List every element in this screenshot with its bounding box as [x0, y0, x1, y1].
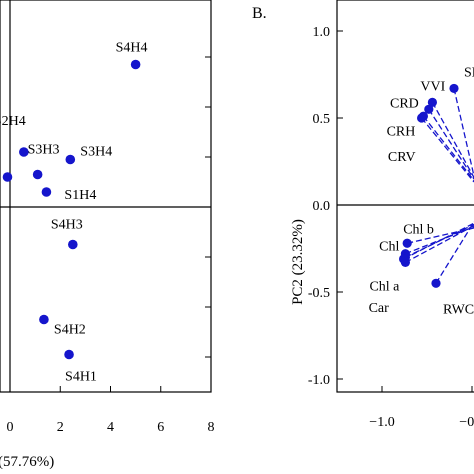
panel-a: 0 2 4 6 8 S4H4 S2H4S3H3 S3H4 S1H4 S4H3 S4H2 S4H1 (…	[0, 0, 215, 470]
panel-b-ytick-label: 0.0	[313, 199, 331, 214]
panel-b-point	[424, 104, 434, 114]
panel-a-xticks: 0 2 4 6 8	[7, 386, 215, 435]
panel-b-ytick-label: -0.5	[308, 286, 330, 301]
panel-a-point	[65, 154, 76, 165]
panel-a-point	[2, 172, 13, 182]
panel-b-point	[427, 97, 437, 107]
panel-a-xtick-label: 4	[107, 420, 114, 435]
panel-b-point	[402, 238, 412, 248]
panel-a-yticks	[205, 56, 211, 358]
panel-b-xtick-label: −1.0	[369, 415, 394, 430]
panel-b-loading-line	[453, 88, 474, 177]
panel-a-point	[130, 59, 141, 70]
panel-a-point	[68, 239, 78, 250]
panel-b-loading-line	[403, 222, 474, 260]
panel-b-point-label: CRH	[387, 124, 416, 139]
panel-b-y-axis-label: PC2 (23.32%)	[290, 219, 306, 305]
panel-b-ytick-label: -1.0	[308, 373, 330, 388]
panel-a-point	[39, 314, 49, 325]
panel-b-loading-line	[422, 115, 474, 181]
panel-a-xtick-label: 6	[157, 420, 164, 435]
panel-a-xtick-label: 8	[208, 420, 215, 435]
panel-b-point-label: Chl b	[403, 222, 434, 237]
panel-a-xtick-label: 0	[7, 420, 14, 435]
panel-b-loading-line	[431, 102, 474, 178]
panel-a-point	[32, 169, 43, 180]
panel-b-loading-line	[405, 225, 474, 263]
panel-b-point-label: SD	[464, 65, 474, 80]
panel-a-xtick-label: 2	[57, 420, 64, 435]
panel-a-points: S4H4 S2H4S3H3 S3H4 S1H4 S4H3 S4H2 S4H1	[0, 41, 148, 385]
panel-b-loading-line	[428, 108, 474, 180]
panel-a-point	[41, 187, 52, 197]
panel-a-point-label: S2H4	[0, 114, 26, 129]
panel-a-point	[19, 147, 29, 157]
panel-b-ytick-label: 1.0	[313, 25, 331, 40]
panel-a-point-label: S3H4	[80, 145, 112, 160]
panel-b-xticks: −1.0 −0.5	[369, 386, 474, 430]
panel-a-point-label: S4H4	[116, 41, 148, 56]
panel-b-point-label: RWC	[443, 302, 474, 317]
panel-b-ytick-label: 0.5	[313, 112, 331, 127]
panel-b-point	[449, 83, 459, 94]
panel-a-point-label: S4H1	[65, 370, 97, 385]
panel-b-point-label: Car	[369, 301, 390, 316]
panel-b-label: B.	[252, 5, 267, 22]
panel-b-loading-line	[435, 221, 474, 284]
panel-b-point-label: CRV	[388, 150, 416, 165]
panel-a-x-axis-label: (57.76%)	[0, 454, 54, 470]
panel-a-point-label: S1H4	[64, 188, 96, 203]
panel-b-frame	[336, 0, 474, 393]
panel-b-xtick-label: −0.5	[459, 415, 474, 430]
panel-b-loading-line	[421, 117, 474, 183]
panel-b-point-label: VVI	[420, 79, 445, 94]
panel-a-point-label: S4H2	[54, 323, 86, 338]
panel-b-loading-lines	[403, 88, 474, 284]
panel-a-point	[64, 349, 74, 360]
panel-b-point	[399, 254, 409, 264]
panel-b-point-label: CRD	[390, 96, 419, 111]
panel-b-point-label: Chl a	[369, 279, 400, 294]
panel-b-point-label: Chl	[379, 240, 399, 255]
panel-b-point	[431, 278, 441, 288]
panel-b-yticks: 1.0 0.5 0.0 -0.5 -1.0	[308, 25, 343, 388]
panel-b-loading-line	[407, 227, 474, 244]
panel-a-point-label: S4H3	[51, 218, 83, 233]
panel-a-frame	[0, 0, 212, 393]
panel-b-point	[417, 113, 427, 123]
panel-a-point-label: S3H3	[28, 143, 60, 158]
